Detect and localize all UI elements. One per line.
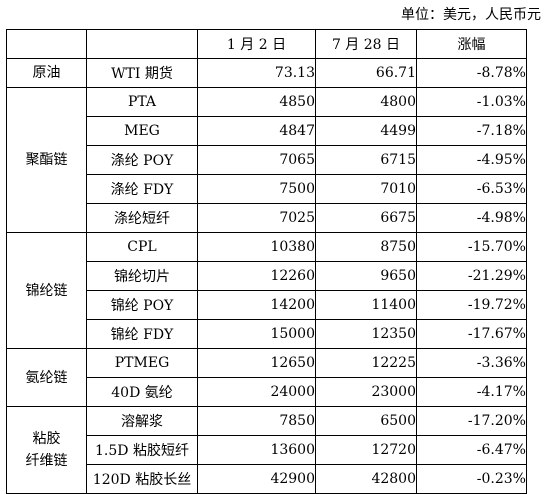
- value-jul28-cell: 23000: [315, 377, 417, 407]
- value-jul28-cell: 4499: [315, 116, 417, 146]
- value-jan2-cell: 7065: [197, 145, 316, 175]
- product-cell: 1.5D 粘胶短纤: [86, 435, 198, 465]
- value-jul28-cell: 8750: [315, 232, 417, 262]
- change-cell: -19.72%: [416, 290, 527, 320]
- chain-label: 原油: [6, 58, 87, 88]
- product-cell: 涤纶 FDY: [86, 174, 198, 204]
- change-cell: -7.18%: [416, 116, 527, 146]
- product-cell: CPL: [86, 232, 198, 262]
- product-cell: 120D 粘胶长丝: [86, 464, 198, 494]
- change-cell: -17.67%: [416, 319, 527, 349]
- table-row: 原油 WTI 期货 73.13 66.71 -8.78%: [6, 58, 527, 88]
- change-cell: -0.23%: [416, 464, 527, 494]
- unit-note: 单位：美元，人民币元: [401, 7, 541, 23]
- value-jan2-cell: 4847: [197, 116, 316, 146]
- product-cell: 锦纶切片: [86, 261, 198, 291]
- change-cell: -4.98%: [416, 203, 527, 233]
- change-cell: -4.95%: [416, 145, 527, 175]
- value-jan2-cell: 7850: [197, 406, 316, 436]
- table-row: 涤纶 POY 7065 6715 -4.95%: [7, 145, 527, 175]
- header-date2: 7 月 28 日: [315, 29, 417, 59]
- chain-label: 氨纶链: [6, 348, 87, 407]
- change-cell: -6.53%: [416, 174, 527, 204]
- value-jan2-cell: 7500: [197, 174, 316, 204]
- change-cell: -1.03%: [416, 87, 527, 117]
- value-jul28-cell: 6675: [315, 203, 417, 233]
- table-header-row: 1 月 2 日 7 月 28 日 涨幅: [6, 29, 527, 59]
- change-cell: -15.70%: [416, 232, 527, 262]
- product-cell: MEG: [86, 116, 198, 146]
- chain-label: 粘胶 纤维链: [6, 406, 87, 494]
- product-cell: 40D 氨纶: [86, 377, 198, 407]
- table-row: 涤纶短纤 7025 6675 -4.98%: [7, 203, 527, 233]
- change-cell: -3.36%: [416, 348, 527, 378]
- value-jul28-cell: 9650: [315, 261, 417, 291]
- value-jan2-cell: 12260: [197, 261, 316, 291]
- value-jul28-cell: 42800: [315, 464, 417, 494]
- table-row: MEG 4847 4499 -7.18%: [7, 116, 527, 146]
- value-jul28-cell: 12720: [315, 435, 417, 465]
- change-cell: -4.17%: [416, 377, 527, 407]
- product-cell: 溶解浆: [86, 406, 198, 436]
- value-jul28-cell: 4800: [315, 87, 417, 117]
- chain-label: 锦纶链: [6, 232, 87, 349]
- value-jan2-cell: 13600: [197, 435, 316, 465]
- product-cell: 锦纶 FDY: [86, 319, 198, 349]
- change-cell: -6.47%: [416, 435, 527, 465]
- value-jan2-cell: 4850: [197, 87, 316, 117]
- product-cell: PTA: [86, 87, 198, 117]
- table-body: 原油 WTI 期货 73.13 66.71 -8.78% 聚酯链 PTA 4850 4800 -1…: [6, 58, 527, 494]
- product-cell: WTI 期货: [86, 58, 198, 88]
- header-product: [86, 29, 198, 59]
- header-change: 涨幅: [416, 29, 527, 59]
- product-cell: 涤纶 POY: [86, 145, 198, 175]
- table-row: 锦纶 FDY 15000 12350 -17.67%: [7, 319, 527, 349]
- change-cell: -17.20%: [416, 406, 527, 436]
- value-jul28-cell: 11400: [315, 290, 417, 320]
- product-cell: 锦纶 POY: [86, 290, 198, 320]
- value-jan2-cell: 14200: [197, 290, 316, 320]
- value-jan2-cell: 7025: [197, 203, 316, 233]
- value-jan2-cell: 73.13: [197, 58, 316, 88]
- chain-label: 聚酯链: [6, 87, 87, 233]
- table-row: 锦纶链 CPL 10380 8750 -15.70%: [6, 232, 527, 349]
- value-jul28-cell: 12350: [315, 319, 417, 349]
- change-cell: -21.29%: [416, 261, 527, 291]
- value-jan2-cell: 10380: [197, 232, 316, 262]
- table-row: 氨纶链 PTMEG 12650 12225 -3.36%: [6, 348, 527, 407]
- table-row: 聚酯链 PTA 4850 4800 -1.03%: [6, 87, 527, 233]
- value-jan2-cell: 42900: [197, 464, 316, 494]
- value-jul28-cell: 6715: [315, 145, 417, 175]
- product-cell: 涤纶短纤: [86, 203, 198, 233]
- value-jul28-cell: 12225: [315, 348, 417, 378]
- header-chain: [6, 29, 87, 59]
- header-date1: 1 月 2 日: [197, 29, 316, 59]
- value-jan2-cell: 24000: [197, 377, 316, 407]
- table-row: 粘胶 纤维链 溶解浆 7850 6500 -17.20%: [6, 406, 527, 494]
- value-jul28-cell: 66.71: [315, 58, 417, 88]
- table-row: 涤纶 FDY 7500 7010 -6.53%: [7, 174, 527, 204]
- value-jul28-cell: 6500: [315, 406, 417, 436]
- product-cell: PTMEG: [86, 348, 198, 378]
- table-row: 锦纶切片 12260 9650 -21.29%: [7, 261, 527, 291]
- price-change-table: 1 月 2 日 7 月 28 日 涨幅 原油 WTI 期货 73.13 66.71 -8…: [6, 29, 527, 494]
- value-jan2-cell: 12650: [197, 348, 316, 378]
- value-jan2-cell: 15000: [197, 319, 316, 349]
- change-cell: -8.78%: [416, 58, 527, 88]
- value-jul28-cell: 7010: [315, 174, 417, 204]
